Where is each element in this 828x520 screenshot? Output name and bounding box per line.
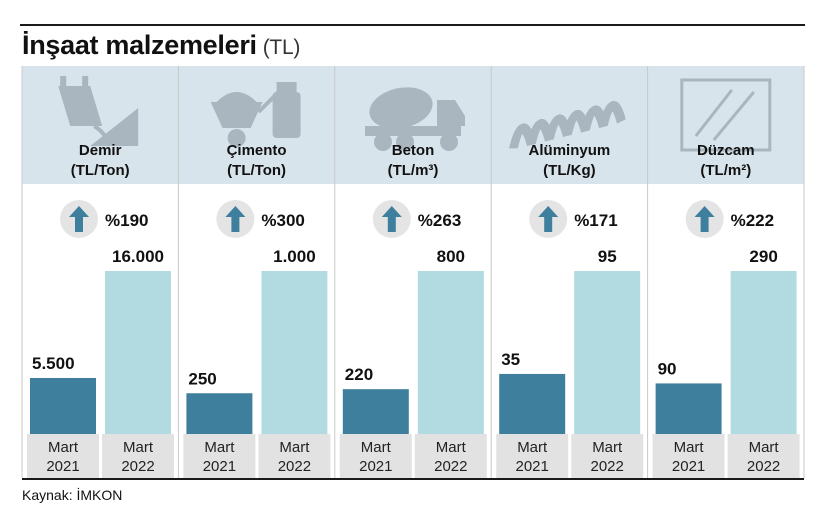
tick-label-month: Mart: [204, 439, 235, 456]
bar-2022: [574, 271, 641, 434]
axis-cell: [102, 434, 174, 478]
material-name: Beton: [392, 142, 435, 159]
tick-label-year: 2022: [434, 458, 467, 475]
tick-label-month: Mart: [749, 439, 780, 456]
tick-label-month: Mart: [436, 439, 467, 456]
material-name: Demir: [79, 142, 122, 159]
bar-value-label: 1.000: [273, 247, 316, 266]
bar-value-label: 35: [501, 350, 520, 369]
bar-2021: [342, 389, 409, 434]
material-unit: (TL/Ton): [227, 162, 286, 179]
axis-cell: [496, 434, 569, 478]
steel-ladle-icon: [58, 76, 139, 146]
bar-value-label: 250: [188, 369, 216, 388]
tick-label-year: 2021: [672, 458, 705, 475]
title-unit: (TL): [262, 36, 301, 59]
bar-2022: [417, 271, 484, 434]
bar-value-label: 800: [437, 247, 465, 266]
arrow-up-icon: [381, 206, 402, 232]
tick-label-year: 2022: [278, 458, 311, 475]
axis-cell: [652, 434, 725, 478]
axis-cell: [727, 434, 800, 478]
material-name: Alüminyum: [529, 142, 611, 159]
panel-2: Çimento (TL/Ton) %300 250 Mart 2021 1.000 Mart 2…: [177, 66, 335, 478]
axis-cell: [258, 434, 331, 478]
panel-1: Demir (TL/Ton) %190 5.500 Mart 2021 16.000 Mart…: [22, 66, 179, 478]
material-unit: (TL/Kg): [543, 162, 595, 179]
bar-value-label: 16.000: [112, 247, 164, 266]
change-percent: %190: [105, 211, 148, 230]
axis-cell: [339, 434, 412, 478]
tick-label-year: 2022: [591, 458, 624, 475]
tick-label-month: Mart: [674, 439, 705, 456]
axis-cell: [183, 434, 256, 478]
change-percent: %300: [261, 211, 304, 230]
panel-3: Beton (TL/m³) %263 220 Mart 2021 800 Mart 2022: [334, 66, 492, 478]
bar-2021: [30, 377, 96, 434]
axis-cell: [27, 434, 99, 478]
bar-value-label: 5.500: [32, 354, 75, 373]
tick-label-year: 2021: [203, 458, 236, 475]
axis-cell: [414, 434, 487, 478]
bar-2021: [186, 393, 253, 434]
tick-label-month: Mart: [123, 439, 154, 456]
material-unit: (TL/m²): [700, 162, 751, 179]
panel-4: Alüminyum (TL/Kg) %171 35 Mart 2021 95 Mart 2022: [490, 66, 648, 478]
material-name: Çimento: [227, 142, 287, 159]
tick-label-month: Mart: [48, 439, 79, 456]
change-percent: %171: [574, 211, 617, 230]
tick-label-year: 2022: [121, 458, 154, 475]
source-note: Kaynak: İMKON: [22, 487, 123, 503]
top-rule: [20, 24, 805, 26]
axis-cell: [571, 434, 644, 478]
arrow-up-icon: [694, 206, 715, 232]
tick-label-month: Mart: [517, 439, 548, 456]
tick-label-year: 2021: [516, 458, 549, 475]
bar-value-label: 95: [598, 247, 617, 266]
material-unit: (TL/m³): [388, 162, 439, 179]
bar-2022: [105, 271, 171, 434]
change-percent: %263: [418, 211, 461, 230]
panel-5: Düzcam (TL/m²) %222 90 Mart 2021 290 Mart 2022: [647, 66, 804, 478]
material-name: Düzcam: [697, 142, 755, 159]
bar-value-label: 220: [345, 365, 373, 384]
tick-label-year: 2021: [359, 458, 392, 475]
bar-2021: [499, 373, 566, 434]
chart-title: İnşaat malzemeleri (TL): [22, 30, 300, 61]
material-unit: (TL/Ton): [71, 162, 130, 179]
tick-label-month: Mart: [592, 439, 623, 456]
corrugated-sheet-icon: [509, 101, 626, 149]
arrow-up-icon: [538, 206, 559, 232]
concrete-truck-icon: [365, 87, 465, 151]
tick-label-month: Mart: [361, 439, 392, 456]
tick-label-year: 2021: [46, 458, 79, 475]
bar-value-label: 290: [749, 247, 777, 266]
title-text: İnşaat malzemeleri: [22, 30, 257, 60]
arrow-up-icon: [225, 206, 246, 232]
change-percent: %222: [731, 211, 774, 230]
bar-2022: [261, 271, 328, 434]
tick-label-month: Mart: [279, 439, 310, 456]
panel-header-bg: [178, 66, 335, 184]
arrow-up-icon: [69, 206, 89, 232]
tick-label-year: 2022: [747, 458, 780, 475]
bar-value-label: 90: [658, 359, 677, 378]
glass-pane-icon: [680, 78, 772, 152]
bar-2021: [655, 383, 722, 434]
bar-2022: [730, 271, 797, 434]
cement-mixer-icon: [210, 82, 301, 147]
